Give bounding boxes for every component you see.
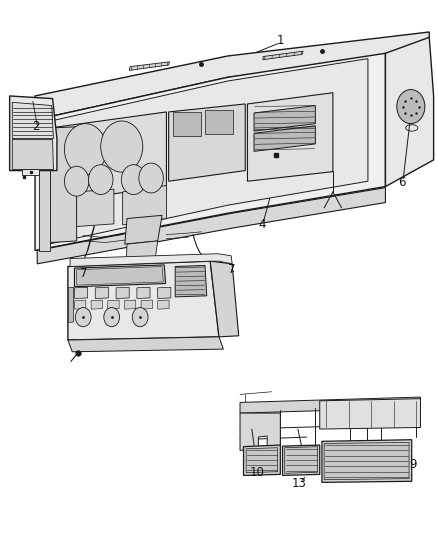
Circle shape	[104, 308, 120, 327]
Polygon shape	[116, 287, 129, 298]
Polygon shape	[39, 123, 50, 251]
Polygon shape	[210, 261, 239, 337]
Text: 7: 7	[227, 263, 235, 276]
Polygon shape	[244, 445, 280, 475]
Polygon shape	[126, 241, 158, 260]
Circle shape	[64, 166, 89, 196]
Polygon shape	[254, 106, 315, 131]
Polygon shape	[320, 399, 420, 429]
Circle shape	[101, 121, 143, 172]
Polygon shape	[322, 440, 412, 482]
Circle shape	[64, 124, 106, 175]
Circle shape	[132, 308, 148, 327]
Polygon shape	[12, 102, 53, 139]
Polygon shape	[74, 265, 166, 287]
Polygon shape	[385, 37, 434, 187]
Bar	[173, 112, 201, 136]
Polygon shape	[10, 96, 57, 171]
Polygon shape	[124, 300, 136, 309]
Polygon shape	[240, 413, 280, 450]
Polygon shape	[22, 169, 39, 175]
Text: 4: 4	[258, 219, 266, 231]
Polygon shape	[74, 287, 88, 298]
Polygon shape	[68, 261, 219, 340]
Polygon shape	[77, 266, 163, 285]
Text: 10: 10	[249, 466, 264, 479]
Text: 9: 9	[409, 458, 417, 471]
Circle shape	[139, 163, 163, 193]
Polygon shape	[246, 448, 278, 473]
Circle shape	[397, 90, 425, 124]
Polygon shape	[141, 300, 152, 309]
Polygon shape	[95, 287, 109, 298]
Polygon shape	[125, 215, 162, 244]
Text: 1: 1	[276, 34, 284, 47]
Polygon shape	[68, 337, 223, 352]
Polygon shape	[137, 287, 150, 298]
Polygon shape	[285, 447, 318, 473]
Polygon shape	[169, 104, 245, 181]
Polygon shape	[77, 189, 114, 227]
Polygon shape	[50, 112, 166, 203]
Polygon shape	[283, 445, 320, 475]
Polygon shape	[240, 397, 420, 413]
Polygon shape	[108, 300, 119, 309]
Polygon shape	[254, 126, 315, 151]
Polygon shape	[50, 127, 77, 243]
Polygon shape	[91, 300, 102, 309]
Polygon shape	[123, 185, 166, 225]
Circle shape	[88, 165, 113, 195]
Polygon shape	[158, 300, 169, 309]
Polygon shape	[247, 93, 333, 181]
Polygon shape	[44, 59, 368, 245]
Polygon shape	[12, 140, 53, 169]
Polygon shape	[158, 287, 171, 298]
Text: 2: 2	[32, 120, 40, 133]
Polygon shape	[263, 51, 303, 60]
Bar	[205, 110, 233, 134]
Polygon shape	[74, 300, 86, 309]
Polygon shape	[35, 53, 385, 251]
Polygon shape	[324, 442, 409, 480]
Polygon shape	[37, 188, 385, 264]
Text: 6: 6	[398, 176, 406, 189]
Polygon shape	[70, 254, 232, 266]
Circle shape	[75, 308, 91, 327]
Text: 7: 7	[80, 267, 88, 280]
Polygon shape	[68, 287, 74, 322]
Text: 13: 13	[291, 478, 306, 490]
Circle shape	[121, 165, 146, 195]
Polygon shape	[35, 32, 429, 120]
Polygon shape	[129, 62, 170, 70]
Polygon shape	[175, 265, 207, 297]
